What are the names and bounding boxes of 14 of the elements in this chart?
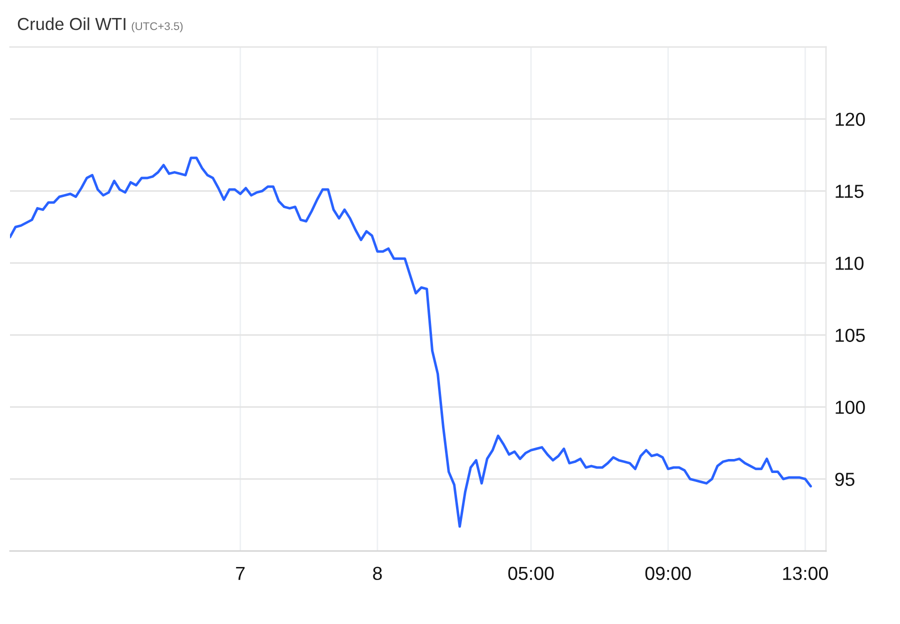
y-tick-label: 100 bbox=[836, 400, 865, 414]
chart-title: Crude Oil WTI bbox=[18, 17, 126, 30]
x-tick-label: 8 bbox=[373, 566, 382, 580]
y-tick-label: 120 bbox=[836, 112, 865, 126]
x-tick-label: 7 bbox=[236, 566, 245, 580]
line-series bbox=[10, 156, 812, 528]
y-tick-label: 105 bbox=[836, 328, 865, 342]
y-tick-label: 110 bbox=[836, 256, 864, 270]
chart-subtitle: (UTC+3.5) bbox=[132, 22, 183, 32]
x-tick-label: 13:00 bbox=[783, 566, 828, 580]
x-tick-label: 05:00 bbox=[508, 566, 554, 580]
x-tick-label: 09:00 bbox=[645, 566, 691, 580]
y-tick-label: 95 bbox=[835, 472, 854, 486]
y-tick-label: 115 bbox=[836, 184, 864, 198]
